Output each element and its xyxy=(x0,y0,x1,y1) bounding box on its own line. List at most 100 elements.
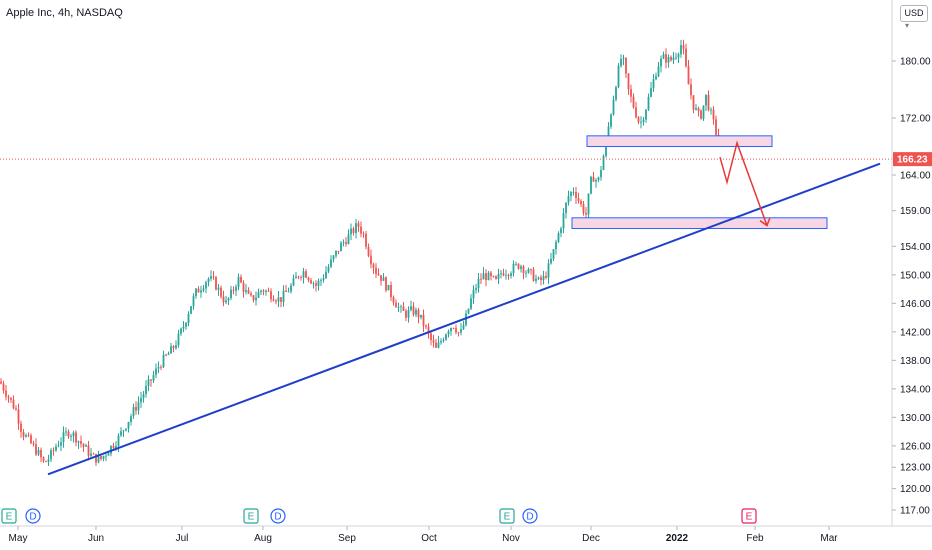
candle-body xyxy=(287,291,290,293)
candle-body xyxy=(150,379,152,381)
candle-body xyxy=(130,416,132,422)
currency-button[interactable]: USD xyxy=(900,5,928,22)
candle-body xyxy=(592,176,595,182)
candle-body xyxy=(297,276,300,278)
candle-body xyxy=(390,284,392,298)
candle-body xyxy=(627,73,630,90)
candle-body xyxy=(35,444,37,455)
dividend-marker xyxy=(522,508,538,524)
candle-body xyxy=(405,310,407,318)
candle-body xyxy=(322,278,325,280)
candle-body xyxy=(457,332,460,334)
candle-body xyxy=(42,457,45,462)
candle-body xyxy=(40,450,42,458)
candle-body xyxy=(597,177,600,181)
candle-body xyxy=(500,273,502,275)
candle-body xyxy=(205,282,207,289)
candle-body xyxy=(307,277,310,281)
candle-body xyxy=(622,57,625,59)
candle-body xyxy=(515,263,517,265)
candle-body xyxy=(470,298,472,309)
candle-body xyxy=(650,88,652,97)
dividend-marker xyxy=(270,508,286,524)
candle-body xyxy=(197,288,200,293)
x-tick-label: Aug xyxy=(254,533,272,544)
candle-body xyxy=(705,94,707,106)
candle-body xyxy=(407,309,410,318)
candle-body xyxy=(542,276,545,281)
candle-body xyxy=(667,56,670,63)
candle-body xyxy=(310,280,312,284)
candle-body xyxy=(300,277,302,278)
candle-body xyxy=(672,57,675,61)
candle-body xyxy=(80,441,82,444)
candle-body xyxy=(2,383,5,391)
candle-body xyxy=(217,287,220,290)
y-tick-label: 180.00 xyxy=(900,57,931,68)
candle-body xyxy=(427,326,430,334)
candle-body xyxy=(242,282,245,292)
candle-body xyxy=(222,296,225,303)
candle-body xyxy=(145,385,147,395)
candle-body xyxy=(232,289,235,291)
candle-body xyxy=(340,242,342,252)
candle-body xyxy=(572,191,575,193)
earnings-marker xyxy=(243,508,259,524)
candle-body xyxy=(435,342,437,348)
candle-body xyxy=(540,277,542,281)
candle-body xyxy=(60,442,62,446)
candle-body xyxy=(365,233,367,247)
candle-body xyxy=(320,279,322,281)
candle-body xyxy=(655,76,657,80)
candle-body xyxy=(207,278,210,283)
candle-body xyxy=(20,423,22,432)
candle-body xyxy=(460,329,462,333)
y-tick-label: 150.00 xyxy=(900,270,931,281)
candle-body xyxy=(587,193,590,215)
candle-body xyxy=(52,450,55,452)
candle-body xyxy=(195,288,197,297)
candle-body xyxy=(107,453,110,456)
candle-body xyxy=(187,313,190,323)
candle-body xyxy=(630,89,632,97)
candle-body xyxy=(327,266,330,272)
candle-body xyxy=(437,342,440,348)
candle-body xyxy=(282,290,285,302)
candle-body xyxy=(582,204,585,214)
candle-body xyxy=(250,293,252,296)
candle-body xyxy=(95,453,97,463)
candle-body xyxy=(110,445,112,454)
candle-body xyxy=(352,228,355,233)
candle-body xyxy=(632,96,635,108)
candle-body xyxy=(127,421,130,429)
candle-body xyxy=(200,290,202,293)
candle-body xyxy=(62,432,65,443)
candle-body xyxy=(235,286,237,291)
candle-body xyxy=(5,390,7,397)
candle-body xyxy=(610,114,612,127)
candle-body xyxy=(565,202,567,214)
candle-body xyxy=(657,66,660,77)
candle-body xyxy=(175,345,177,349)
candle-body xyxy=(480,278,482,280)
candle-body xyxy=(117,435,120,447)
candle-body xyxy=(507,274,510,276)
x-tick-label: 2022 xyxy=(666,533,689,544)
candle-body xyxy=(462,324,465,330)
candle-body xyxy=(157,367,160,369)
candle-body xyxy=(450,328,452,332)
candle-body xyxy=(527,268,530,273)
candle-body xyxy=(285,290,287,292)
candle-body xyxy=(135,407,137,411)
candle-body xyxy=(125,428,127,431)
candle-body xyxy=(410,306,412,310)
candle-body xyxy=(190,306,192,314)
candle-body xyxy=(75,432,77,443)
candle-body xyxy=(595,180,597,182)
candle-body xyxy=(132,407,135,417)
candle-body xyxy=(267,290,270,292)
candle-body xyxy=(532,269,535,281)
candle-body xyxy=(265,290,267,292)
candle-body xyxy=(380,275,382,281)
